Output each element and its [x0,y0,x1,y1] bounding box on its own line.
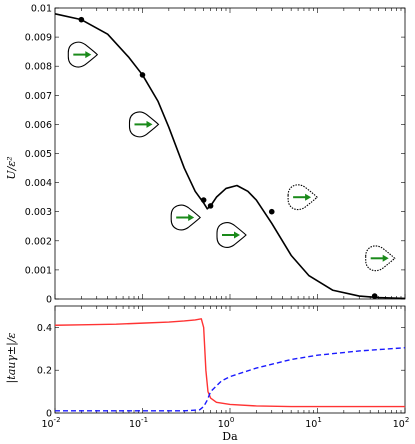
arrow-right-icon [305,193,312,201]
x-tick-label: 101 [305,416,322,430]
data-point-marker [78,16,85,23]
x-tick-label: 10-2 [41,416,60,430]
bottom-y-tick-label: 0.2 [37,366,52,377]
top-y-tick-label: 0.009 [25,33,52,44]
top-panel: 0 0.001 0.002 0.003 0.004 0.005 0.006 0.007 0.00… [5,4,406,306]
inset-shape-5 [365,245,396,272]
top-y-tick-label: 0.003 [25,207,52,218]
top-y-tick-label: 0.008 [25,62,52,73]
x-tick-label: 100 [218,416,235,430]
bottom-y-axis-label: |tauγ±|/ε [5,332,19,383]
top-series-line-0 [54,13,406,300]
inset-shape-3 [216,222,247,248]
inset-shape-1 [128,111,160,138]
top-y-tick-labels: 0 0.001 0.002 0.003 0.004 0.005 0.006 0.007 0.00… [25,4,52,306]
x-tick-label: 102 [393,416,410,430]
top-y-tick-label: 0.002 [25,236,52,247]
data-point-marker [139,72,146,78]
top-y-tick-label: 0.006 [25,120,52,131]
arrow-right-icon [146,120,153,128]
arrow-right-icon [188,214,195,221]
top-y-axis-label: U/ε² [5,156,18,179]
bottom-series [54,318,406,412]
top-y-tick-label: 0 [46,295,52,306]
inset-shape-0 [67,41,99,68]
bottom-ticks [54,306,406,414]
arrow-right-icon [382,254,389,262]
bottom-y-tick-label: 0 [46,409,52,420]
top-series [54,13,406,300]
bottom-y-tick-labels: 0 0.2 0.4 [37,323,52,420]
arrow-right-icon [85,51,92,59]
inset-shape-2 [170,204,201,231]
x-tick-label-exponent: 2 [405,416,409,424]
top-y-tick-label: 0.001 [25,265,52,276]
x-tick-label-exponent: -1 [141,416,148,424]
data-point-marker [371,293,378,299]
top-y-tick-label: 0.01 [31,4,52,15]
inset-shape-4 [287,184,318,211]
top-y-tick-label: 0.005 [25,149,52,160]
x-tick-label-exponent: 1 [317,416,321,424]
x-tick-labels: 10-2 10-1 100 101 102 [41,416,409,430]
bottom-series-line-1 [55,347,406,412]
x-tick-label: 10-1 [129,416,148,430]
bottom-series-line-0 [54,318,405,408]
data-point-marker [200,197,207,203]
top-markers [78,16,378,299]
x-tick-label-exponent: -2 [54,416,61,424]
bottom-plot-frame [54,305,406,414]
top-y-tick-label: 0.004 [25,178,52,189]
data-point-marker [207,203,214,209]
x-axis-label: Da [222,430,238,443]
top-y-tick-label: 0.007 [25,91,52,102]
bottom-panel: 00.20.4 10-2 10-1 100 101 102 |tauγ±|/ε Da [5,305,409,443]
top-insets [67,41,396,272]
x-tick-label-exponent: 0 [230,416,234,424]
top-plot-frame [54,7,406,300]
arrow-right-icon [234,231,240,239]
top-ticks [54,7,406,300]
bottom-y-tick-label: 0.4 [37,323,52,334]
data-point-marker [268,208,275,215]
